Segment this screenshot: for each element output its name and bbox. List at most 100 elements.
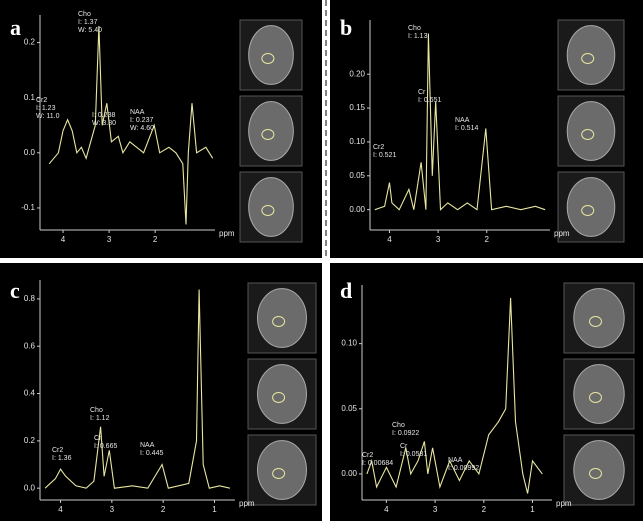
peak-annotation: I: 1.36 [52, 455, 72, 462]
x-tick-label: 3 [436, 235, 441, 244]
mri-head [248, 177, 294, 237]
x-tick-label: 4 [384, 505, 389, 514]
mri-voxel [272, 468, 286, 479]
x-axis-label: ppm [219, 229, 235, 238]
peak-annotation: Cr [418, 89, 426, 96]
y-tick-label: 0.8 [24, 294, 36, 303]
peak-annotation: W: 4.60 [130, 125, 154, 132]
y-tick-label: 0.0 [24, 483, 36, 492]
mri-head [257, 288, 307, 348]
peak-annotation: I: 0.445 [140, 450, 163, 457]
y-tick-label: 0.0 [24, 148, 36, 157]
peak-annotation: I: 0.651 [418, 97, 441, 104]
mri-voxel [589, 316, 602, 327]
peak-annotation: Cr2 [373, 144, 384, 151]
peak-annotation: I: 0.0922 [392, 430, 419, 437]
mri-head [566, 25, 616, 85]
peak-annotation: NAA [455, 117, 470, 124]
mri-voxel [589, 392, 602, 403]
peak-annotation: W: 3.80 [92, 120, 116, 127]
peak-annotation: I: 1.23 [36, 105, 56, 112]
mri-head [257, 440, 307, 500]
peak-annotation: NAA [140, 442, 155, 449]
x-tick-label: 2 [153, 235, 158, 244]
x-axis-label: ppm [239, 499, 255, 508]
mri-voxel [261, 205, 275, 216]
peak-annotation: W: 11.0 [36, 113, 60, 120]
peak-annotation: Cho [408, 25, 421, 32]
peak-annotation: I: 1.13 [408, 33, 428, 40]
mri-head [566, 177, 616, 237]
peak-annotation: I: 0.0581 [400, 451, 427, 458]
x-tick-label: 4 [61, 235, 66, 244]
peak-annotation: I: 0.237 [130, 117, 153, 124]
peak-annotation: NAA [448, 457, 463, 464]
peak-annotation: Cr2 [362, 452, 373, 459]
peak-annotation: Cr [400, 443, 408, 450]
y-tick-label: 0.00 [349, 205, 365, 214]
panel-letter: c [10, 278, 20, 303]
x-tick-label: 4 [58, 505, 63, 514]
spectrum-line [366, 297, 543, 494]
spectrum-line [48, 25, 214, 225]
y-tick-label: 0.4 [24, 389, 36, 398]
mri-voxel [261, 53, 275, 64]
peak-annotation: Cho [90, 407, 103, 414]
mri-voxel [581, 53, 595, 64]
spectrum-line [44, 289, 231, 489]
panel-letter: a [10, 15, 21, 40]
mri-head [257, 364, 307, 424]
mri-voxel [272, 316, 286, 327]
peak-annotation: I: 0.665 [94, 443, 117, 450]
peak-annotation: I: 1.12 [90, 415, 110, 422]
y-tick-label: -0.1 [21, 203, 35, 212]
peak-annotation: Cr [94, 435, 102, 442]
mri-voxel [589, 468, 602, 479]
y-tick-label: 0.2 [24, 38, 36, 47]
peak-annotation: Cr2 [52, 447, 63, 454]
peak-annotation: I: 0.00992 [448, 465, 479, 472]
spectrum-line [374, 33, 546, 211]
x-tick-label: 2 [485, 235, 490, 244]
peak-annotation: I: 0.00684 [362, 460, 393, 467]
panel-letter: b [340, 15, 352, 40]
peak-annotation: I: 0.238 [92, 112, 115, 119]
panel-letter: d [340, 278, 352, 303]
mri-voxel [261, 129, 275, 140]
y-tick-label: 0.15 [349, 103, 365, 112]
y-tick-label: 0.1 [24, 93, 36, 102]
peak-annotation: Cho [392, 422, 405, 429]
mri-voxel [272, 392, 286, 403]
x-tick-label: 3 [107, 235, 112, 244]
y-tick-label: 0.2 [24, 436, 36, 445]
peak-annotation: I: 0.514 [455, 125, 478, 132]
x-tick-label: 2 [161, 505, 166, 514]
x-tick-label: 2 [482, 505, 487, 514]
x-tick-label: 1 [530, 505, 535, 514]
mri-voxel [581, 129, 595, 140]
mri-head [248, 25, 294, 85]
peak-annotation: Cho [78, 11, 91, 18]
x-tick-label: 3 [433, 505, 438, 514]
peak-annotation: I: 1.37 [78, 19, 98, 26]
y-tick-label: 0.6 [24, 341, 36, 350]
x-axis-label: ppm [556, 499, 572, 508]
y-tick-label: 0.10 [341, 339, 357, 348]
mri-head [248, 101, 294, 161]
y-tick-label: 0.05 [341, 404, 357, 413]
x-tick-label: 4 [387, 235, 392, 244]
y-tick-label: 0.00 [341, 469, 357, 478]
peak-annotation: NAA [130, 109, 145, 116]
y-tick-label: 0.20 [349, 69, 365, 78]
peak-annotation: Cr2 [36, 97, 47, 104]
x-tick-label: 3 [110, 505, 115, 514]
mri-head [566, 101, 616, 161]
peak-annotation: I: 0.521 [373, 152, 396, 159]
x-axis-label: ppm [554, 229, 570, 238]
peak-annotation: W: 5.40 [78, 27, 102, 34]
mri-voxel [581, 205, 595, 216]
y-tick-label: 0.10 [349, 137, 365, 146]
x-tick-label: 1 [212, 505, 217, 514]
y-tick-label: 0.05 [349, 171, 365, 180]
